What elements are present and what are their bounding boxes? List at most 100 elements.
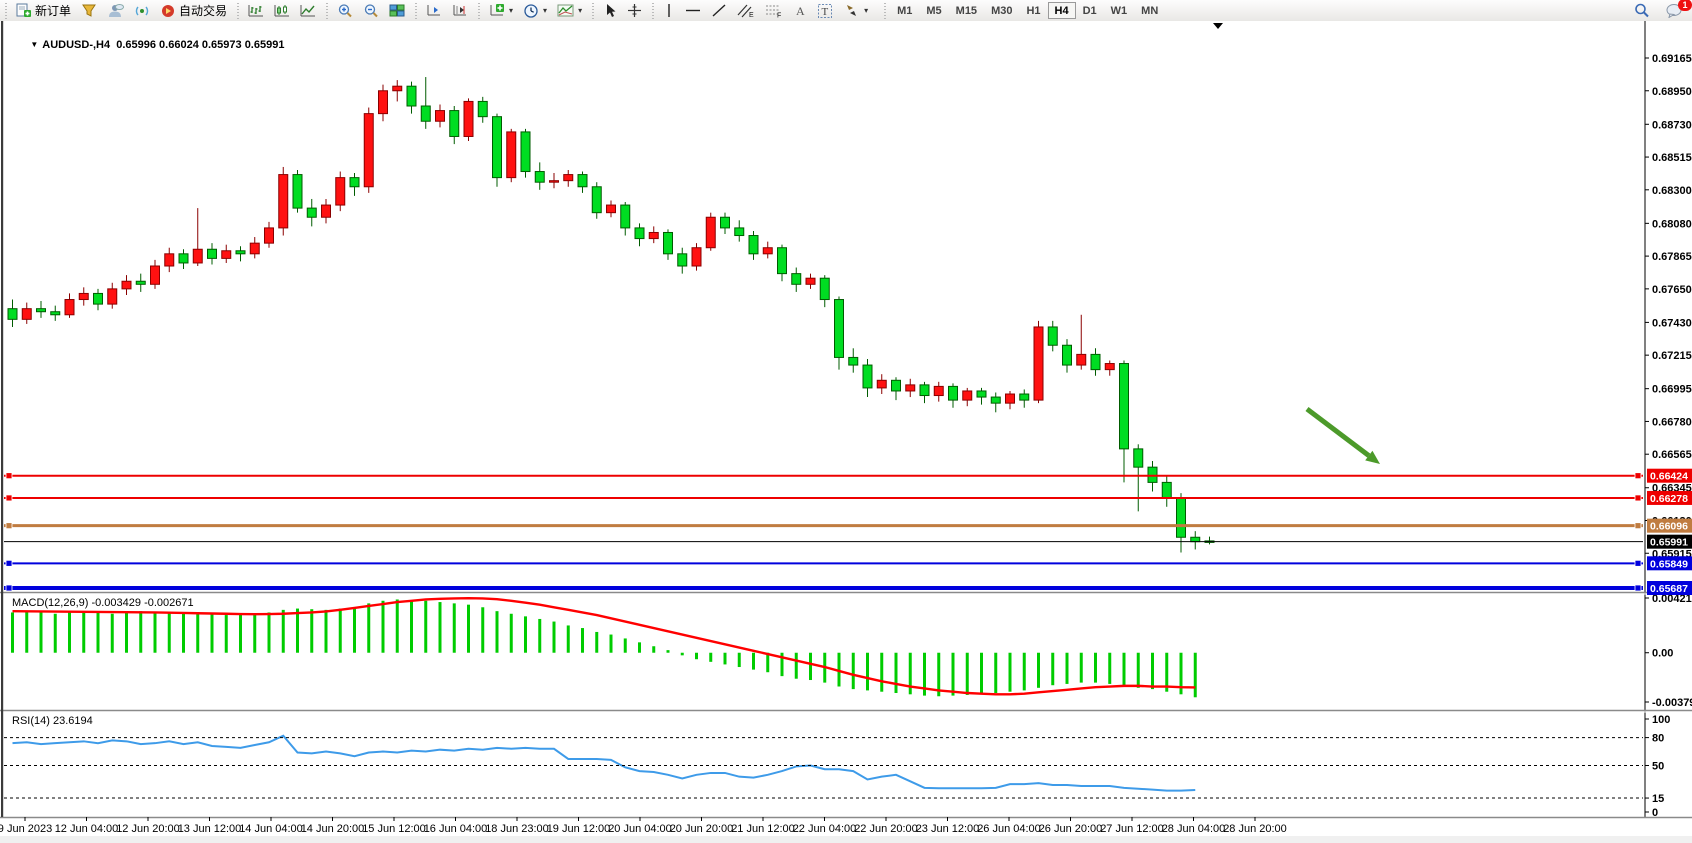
search-button[interactable] [1629,2,1655,20]
macd-tick-label: -0.003792 [1652,697,1692,709]
candle [221,244,232,263]
macd-indicator-label: MACD(12,26,9) -0.003429 -0.002671 [12,597,194,609]
chart-background [0,21,1692,843]
periods-dropdown-arrow[interactable]: ▾ [543,6,548,15]
periods-button[interactable]: ▾ [518,2,552,20]
candle [791,267,802,292]
candle [677,247,688,274]
arrow-annotation-head[interactable] [1365,450,1380,464]
line-handle[interactable] [1634,494,1642,502]
price-tick-label: 0.69165 [1652,53,1692,65]
timeframe-w1-button[interactable]: W1 [1104,2,1135,19]
line-handle[interactable] [1634,559,1642,567]
new-order-button[interactable]: 新订单 [11,2,76,20]
timeframe-h4-button[interactable]: H4 [1047,2,1076,19]
crosshair-icon [628,4,642,17]
line-handle[interactable] [5,522,13,530]
templates-dropdown-arrow[interactable]: ▾ [578,6,583,15]
equidistant-channel-button[interactable]: E [732,2,760,20]
timeframe-m1-button[interactable]: M1 [890,2,919,19]
fibonacci-button[interactable]: F [760,2,788,20]
line-chart-button[interactable] [295,2,321,20]
candle [477,96,488,123]
toolbar-grip[interactable] [325,2,331,19]
timeframe-m5-button[interactable]: M5 [919,2,948,19]
arrows-dropdown-arrow[interactable]: ▾ [864,6,869,15]
indicators-dropdown-arrow[interactable]: ▾ [509,6,514,15]
candle [620,202,631,236]
templates-button[interactable]: ▾ [552,2,587,20]
timeframe-m15-button[interactable]: M15 [949,2,984,19]
cursor-icon [607,4,616,17]
funnel-button[interactable] [76,2,102,20]
bar-chart-button[interactable] [243,2,269,20]
candle [705,212,716,251]
cursor-button[interactable] [598,2,622,20]
toolbar-grip[interactable] [414,2,420,19]
text-label-button[interactable]: T [812,2,839,20]
chart-area[interactable]: 0.69165 0.68950 0.68730 0.68515 0.68300 0.680… [0,21,1692,843]
candle [492,113,502,187]
line-handle[interactable] [1634,584,1642,592]
chat-button[interactable]: 1 [1661,0,1692,20]
candle [1062,339,1072,373]
time-tick-label: 20 Jun 20:00 [670,823,734,835]
candle-chart-button[interactable] [269,2,295,20]
price-badge-label: 0.65849 [1650,558,1688,570]
candle [463,98,474,142]
timeframe-d1-button[interactable]: D1 [1076,2,1104,19]
tile-windows-icon [389,4,405,17]
community-button[interactable] [102,2,129,20]
time-tick-label: 28 Jun 04:00 [1162,823,1226,835]
fibonacci-icon: F [766,5,781,18]
signals-button[interactable] [129,2,155,20]
zoom-out-button[interactable] [358,2,384,20]
time-tick-label: 23 Jun 12:00 [916,823,980,835]
trendline-button[interactable] [706,2,732,20]
chart-shift-marker[interactable] [1213,23,1223,29]
tile-windows-button[interactable] [384,2,410,20]
chart-shift-button[interactable] [447,2,473,20]
indicators-button[interactable]: ▾ [484,2,518,20]
candle [919,381,930,404]
line-handle[interactable] [5,472,13,480]
toolbar-grip[interactable] [883,2,889,19]
autotrading-icon [162,5,175,17]
candle [36,301,46,318]
line-handle[interactable] [5,584,13,592]
chart-canvas[interactable]: 0.69165 0.68950 0.68730 0.68515 0.68300 0.680… [0,21,1692,843]
text-button[interactable]: A [788,2,812,20]
indicators-icon [490,4,505,16]
time-tick-label: 15 Jun 12:00 [362,823,426,835]
line-handle[interactable] [5,559,13,567]
line-handle[interactable] [5,494,13,502]
toolbar-grip[interactable] [591,2,597,19]
vertical-line-button[interactable] [658,2,680,20]
candle [549,173,559,189]
price-badge [1647,556,1692,571]
macd-tick-label: 0.00 [1652,648,1673,660]
horizontal-line-button[interactable] [680,2,706,20]
auto-scroll-button[interactable] [421,2,447,20]
crosshair-button[interactable] [622,2,647,20]
symbol-dropdown-icon[interactable]: ▼ [30,40,39,49]
zoom-in-button[interactable] [332,2,358,20]
line-handle[interactable] [1634,522,1642,530]
timeframe-mn-button[interactable]: MN [1134,2,1165,19]
timeframe-h1-button[interactable]: H1 [1019,2,1047,19]
timeframe-m30-button[interactable]: M30 [984,2,1019,19]
toolbar-grip[interactable] [236,2,242,19]
arrow-annotation[interactable] [1305,407,1371,458]
chart-symbol-title: ▼ AUDUSD-,H4 0.65996 0.66024 0.65973 0.65… [12,27,284,63]
candle-chart-icon [274,5,290,17]
arrows-button[interactable]: ▾ [839,2,873,20]
candle [777,244,787,282]
autotrading-button[interactable]: 自动交易 [155,2,232,20]
toolbar-grip[interactable] [4,2,9,19]
price-tick-label: 0.68950 [1652,86,1692,98]
line-handle[interactable] [1634,472,1642,480]
toolbar-grip[interactable] [651,2,657,19]
toolbar-grip[interactable] [477,2,483,19]
candle [107,282,118,309]
